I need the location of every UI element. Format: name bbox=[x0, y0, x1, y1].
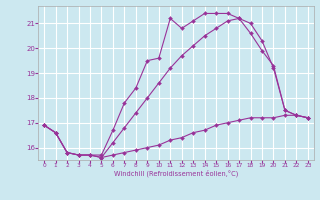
X-axis label: Windchill (Refroidissement éolien,°C): Windchill (Refroidissement éolien,°C) bbox=[114, 170, 238, 177]
